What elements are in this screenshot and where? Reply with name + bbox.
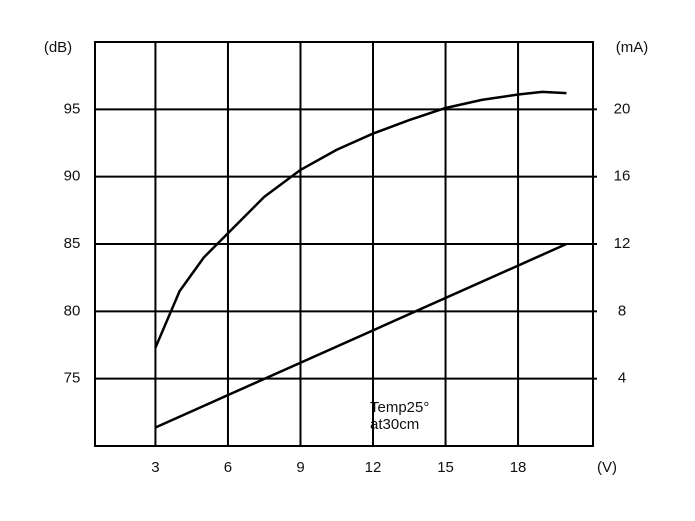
data-line [154, 242, 567, 429]
y2-unit: (mA) [616, 39, 649, 56]
y-tick-label: 90 [64, 168, 81, 185]
x-unit: (V) [597, 459, 617, 476]
annotation: Temp25° [370, 399, 429, 416]
y-tick-label: 75 [64, 370, 81, 387]
y2-tick-label: 12 [614, 235, 631, 252]
y-tick-label: 85 [64, 235, 81, 252]
y-tick-label: 80 [64, 302, 81, 319]
y-tick-label: 95 [64, 100, 81, 117]
x-tick-label: 6 [224, 459, 232, 476]
y2-tick-label: 20 [614, 100, 631, 117]
y2-tick-label: 8 [618, 302, 626, 319]
y-unit: (dB) [44, 39, 72, 56]
x-tick-label: 3 [151, 459, 159, 476]
y2-tick-label: 16 [614, 168, 631, 185]
x-tick-label: 9 [296, 459, 304, 476]
x-tick-label: 12 [365, 459, 382, 476]
data-line [154, 90, 567, 349]
x-tick-label: 15 [437, 459, 454, 476]
x-tick-label: 18 [510, 459, 527, 476]
plot-border [94, 41, 594, 447]
y2-tick-label: 4 [618, 370, 626, 387]
annotation: at30cm [370, 416, 419, 433]
